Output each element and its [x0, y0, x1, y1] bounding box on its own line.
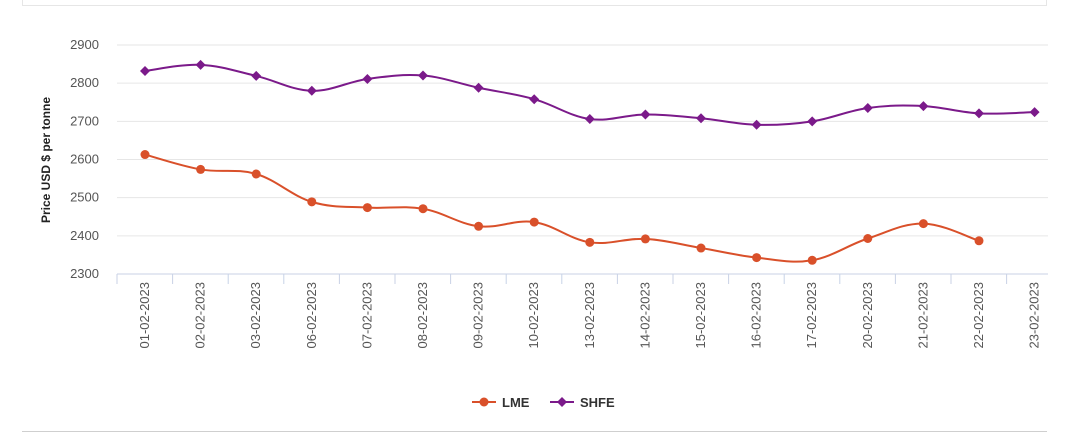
data-point[interactable]: [862, 102, 873, 113]
chart-frame-top: [22, 0, 1047, 6]
data-point[interactable]: [140, 150, 150, 160]
data-point[interactable]: [1029, 107, 1040, 118]
series-shfe: [140, 59, 1040, 130]
data-point[interactable]: [529, 217, 539, 227]
series-lme: [140, 150, 984, 265]
y-tick-label: 2300: [70, 266, 99, 281]
series-line-lme: [144, 153, 980, 263]
data-point[interactable]: [751, 119, 762, 130]
y-tick-label: 2600: [70, 152, 99, 167]
data-point[interactable]: [307, 197, 317, 207]
grid-lines: [117, 44, 1048, 237]
legend-marker: [479, 397, 489, 407]
x-tick-label: 07-02-2023: [359, 282, 374, 349]
data-point[interactable]: [251, 70, 262, 81]
x-tick-label: 08-02-2023: [415, 282, 430, 349]
x-tick-label: 16-02-2023: [749, 282, 764, 349]
data-point[interactable]: [418, 70, 428, 81]
data-point[interactable]: [529, 94, 540, 105]
x-tick-label: 23-02-2023: [1027, 282, 1042, 349]
x-tick-label: 20-02-2023: [860, 282, 875, 349]
data-point[interactable]: [918, 219, 928, 229]
x-tick-label: 02-02-2023: [193, 282, 208, 349]
data-point[interactable]: [418, 204, 428, 214]
legend-label: SHFE: [580, 395, 615, 410]
x-tick-label: 15-02-2023: [693, 282, 708, 349]
y-tick-label: 2700: [70, 113, 99, 128]
data-point[interactable]: [473, 82, 484, 93]
data-point[interactable]: [251, 169, 261, 179]
data-point[interactable]: [918, 101, 929, 112]
x-tick-label: 09-02-2023: [471, 282, 486, 349]
x-tick-label: 21-02-2023: [915, 282, 930, 349]
x-tick-label: 17-02-2023: [804, 282, 819, 349]
y-tick-label: 2900: [70, 37, 99, 52]
x-tick-label: 06-02-2023: [304, 282, 319, 349]
data-point[interactable]: [140, 65, 150, 76]
x-tick-label: 14-02-2023: [637, 282, 652, 349]
data-point[interactable]: [752, 253, 762, 263]
data-point[interactable]: [362, 73, 373, 84]
y-tick-label: 2800: [70, 75, 99, 90]
data-point[interactable]: [474, 221, 484, 231]
data-point[interactable]: [640, 109, 651, 120]
y-tick-label: 2500: [70, 190, 99, 205]
data-point[interactable]: [696, 113, 706, 124]
legend-marker: [557, 397, 567, 407]
data-point[interactable]: [640, 234, 650, 244]
x-tick-label: 03-02-2023: [248, 282, 263, 349]
x-tick-label: 13-02-2023: [582, 282, 597, 349]
data-point[interactable]: [974, 108, 984, 119]
legend-label: LME: [502, 395, 530, 410]
data-point[interactable]: [696, 243, 706, 253]
data-point[interactable]: [807, 255, 817, 265]
x-axis: 01-02-2023 02-02-2023 03-02-2023 06-02-2023…: [116, 273, 1048, 349]
x-tick-label: 10-02-2023: [526, 282, 541, 349]
x-tick-label: 22-02-2023: [971, 282, 986, 349]
y-axis-label: Price USD $ per tonne: [39, 97, 53, 223]
series-lines: [140, 59, 1040, 265]
legend-item-shfe[interactable]: SHFE: [550, 395, 615, 410]
data-point[interactable]: [807, 116, 818, 127]
data-point[interactable]: [863, 234, 873, 244]
y-axis-ticks: 2300 2400 2500 2600 2700 2800 2900: [70, 37, 99, 281]
legend[interactable]: LME SHFE: [472, 395, 615, 410]
data-point[interactable]: [584, 114, 595, 125]
data-point[interactable]: [306, 85, 317, 96]
chart-frame-bottom: [22, 431, 1047, 432]
y-tick-label: 2400: [70, 228, 99, 243]
data-point[interactable]: [195, 59, 206, 70]
data-point[interactable]: [585, 237, 595, 247]
data-point[interactable]: [196, 164, 206, 174]
data-point[interactable]: [362, 203, 372, 213]
data-point[interactable]: [974, 236, 984, 246]
x-tick-label: 01-02-2023: [137, 282, 152, 349]
legend-item-lme[interactable]: LME: [472, 395, 530, 410]
